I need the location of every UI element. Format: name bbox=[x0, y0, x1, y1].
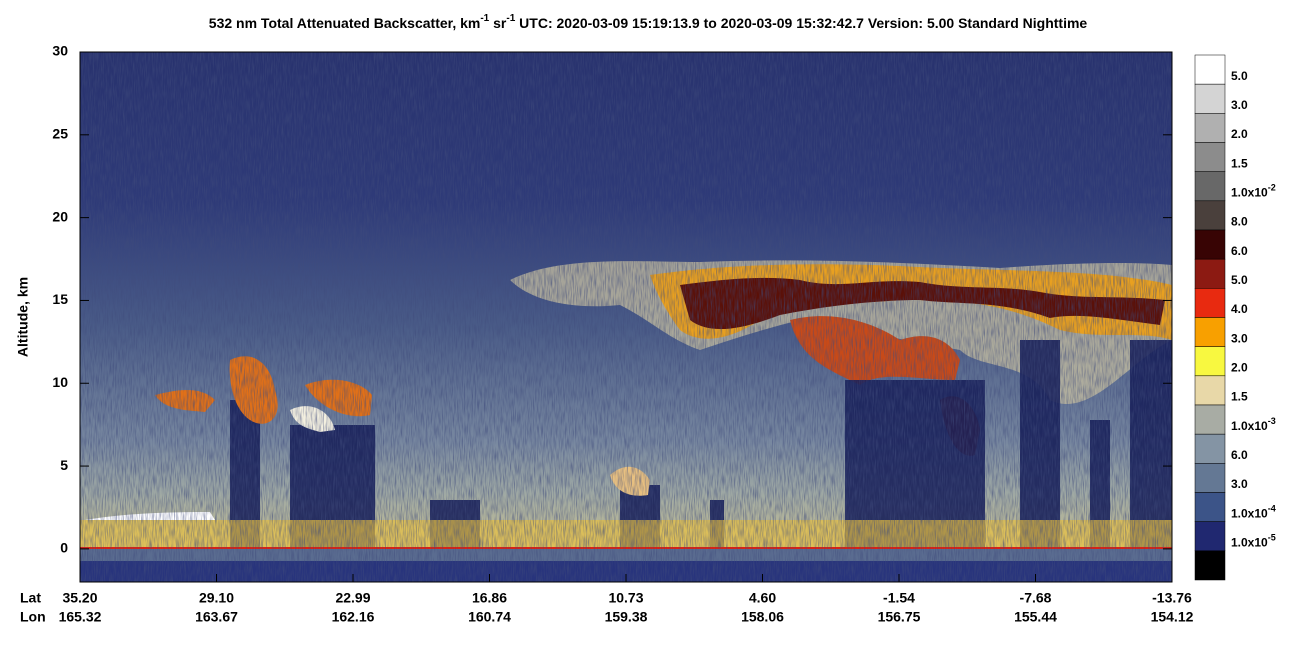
colorbar-label: 1.0x10-2 bbox=[1231, 183, 1276, 200]
colorbar-label-base: 4.0 bbox=[1231, 302, 1248, 316]
colorbar-box bbox=[1194, 463, 1226, 493]
colorbar-label-base: 2.0 bbox=[1231, 127, 1248, 141]
colorbar-label-exp: -4 bbox=[1268, 504, 1276, 514]
colorbar-label-base: 6.0 bbox=[1231, 448, 1248, 462]
colorbar-box bbox=[1194, 288, 1226, 318]
colorbar-box bbox=[1194, 83, 1226, 114]
lon-label: 160.74 bbox=[468, 609, 511, 625]
colorbar-label-base: 6.0 bbox=[1231, 244, 1248, 258]
colorbar-label: 8.0 bbox=[1231, 215, 1248, 229]
lat-label: -1.54 bbox=[883, 590, 915, 606]
colorbar-box bbox=[1194, 433, 1226, 464]
lat-label: 29.10 bbox=[199, 590, 234, 606]
colorbar-label-base: 8.0 bbox=[1231, 215, 1248, 229]
colorbar-label: 5.0 bbox=[1231, 69, 1248, 83]
lon-label: 162.16 bbox=[332, 609, 375, 625]
colorbar-label: 3.0 bbox=[1231, 98, 1248, 112]
lat-label: 22.99 bbox=[335, 590, 370, 606]
x-row-label: Lon bbox=[20, 609, 46, 625]
colorbar-box bbox=[1194, 258, 1226, 289]
colorbar-label: 6.0 bbox=[1231, 448, 1248, 462]
title-part: 532 nm Total Attenuated Backscatter, km bbox=[209, 15, 481, 31]
y-tick-label: 15 bbox=[52, 291, 68, 307]
colorbar-label-exp: -5 bbox=[1268, 533, 1276, 543]
colorbar-box bbox=[1194, 550, 1226, 581]
colorbar-label: 3.0 bbox=[1231, 477, 1248, 491]
colorbar-label-base: 1.5 bbox=[1231, 157, 1248, 171]
lon-label: 163.67 bbox=[195, 609, 238, 625]
colorbar-label-base: 3.0 bbox=[1231, 477, 1248, 491]
y-tick-label: 20 bbox=[52, 208, 68, 224]
colorbar-label-base: 1.5 bbox=[1231, 390, 1248, 404]
colorbar-label-base: 1.0x10 bbox=[1231, 507, 1268, 521]
colorbar-label: 2.0 bbox=[1231, 127, 1248, 141]
lat-label: -7.68 bbox=[1020, 590, 1052, 606]
y-axis-label: Altitude, km bbox=[15, 277, 31, 357]
lat-label: -13.76 bbox=[1152, 590, 1192, 606]
colorbar-box bbox=[1194, 113, 1226, 143]
colorbar-label: 1.0x10-5 bbox=[1231, 533, 1276, 550]
colorbar-label: 3.0 bbox=[1231, 332, 1248, 346]
colorbar-label: 1.0x10-4 bbox=[1231, 504, 1276, 521]
colorbar-label-base: 3.0 bbox=[1231, 332, 1248, 346]
x-row-label: Lat bbox=[20, 590, 41, 606]
lat-label: 10.73 bbox=[608, 590, 643, 606]
colorbar-box bbox=[1194, 229, 1226, 260]
lon-label: 156.75 bbox=[878, 609, 921, 625]
lat-label: 4.60 bbox=[749, 590, 776, 606]
colorbar-label-base: 5.0 bbox=[1231, 69, 1248, 83]
lat-label: 16.86 bbox=[472, 590, 507, 606]
colorbar-box bbox=[1194, 142, 1226, 172]
title-part: sr bbox=[489, 15, 507, 31]
colorbar-label: 1.5 bbox=[1231, 157, 1248, 171]
colorbar-label: 5.0 bbox=[1231, 273, 1248, 287]
lat-label: 35.20 bbox=[62, 590, 97, 606]
colorbar-label: 2.0 bbox=[1231, 361, 1248, 375]
colorbar-box bbox=[1194, 54, 1226, 85]
lon-label: 165.32 bbox=[59, 609, 102, 625]
y-tick-label: 5 bbox=[60, 457, 68, 473]
colorbar-label-exp: -3 bbox=[1268, 416, 1276, 426]
title-superscript: -1 bbox=[506, 13, 515, 24]
y-tick-label: 25 bbox=[52, 126, 68, 142]
y-tick-label: 30 bbox=[52, 43, 68, 59]
colorbar: 5.03.02.01.51.0x10-28.06.05.04.03.02.01.… bbox=[1194, 54, 1276, 581]
lon-label: 159.38 bbox=[605, 609, 648, 625]
lon-label: 155.44 bbox=[1014, 609, 1057, 625]
colorbar-box bbox=[1194, 346, 1226, 377]
colorbar-box bbox=[1194, 404, 1226, 435]
colorbar-label-base: 1.0x10 bbox=[1231, 419, 1268, 433]
colorbar-box bbox=[1194, 375, 1226, 406]
colorbar-label-base: 2.0 bbox=[1231, 361, 1248, 375]
chart-title: 532 nm Total Attenuated Backscatter, km-… bbox=[209, 13, 1088, 31]
colorbar-box bbox=[1194, 200, 1226, 231]
y-tick-label: 10 bbox=[52, 374, 68, 390]
colorbar-label-base: 3.0 bbox=[1231, 98, 1248, 112]
colorbar-box bbox=[1194, 317, 1226, 347]
colorbar-label: 1.5 bbox=[1231, 390, 1248, 404]
colorbar-label: 6.0 bbox=[1231, 244, 1248, 258]
curtain bbox=[80, 52, 1172, 582]
lon-label: 154.12 bbox=[1151, 609, 1194, 625]
colorbar-label-exp: -2 bbox=[1268, 183, 1276, 193]
colorbar-box bbox=[1194, 521, 1226, 552]
colorbar-box bbox=[1194, 171, 1226, 202]
colorbar-box bbox=[1194, 492, 1226, 522]
colorbar-label-base: 1.0x10 bbox=[1231, 186, 1268, 200]
y-tick-label: 0 bbox=[60, 540, 68, 556]
colorbar-label: 1.0x10-3 bbox=[1231, 416, 1276, 433]
colorbar-label-base: 5.0 bbox=[1231, 273, 1248, 287]
title-part: UTC: 2020-03-09 15:19:13.9 to 2020-03-09… bbox=[515, 15, 1087, 31]
colorbar-label: 4.0 bbox=[1231, 302, 1248, 316]
colorbar-label-base: 1.0x10 bbox=[1231, 536, 1268, 550]
title-superscript: -1 bbox=[480, 13, 489, 24]
lon-label: 158.06 bbox=[741, 609, 784, 625]
